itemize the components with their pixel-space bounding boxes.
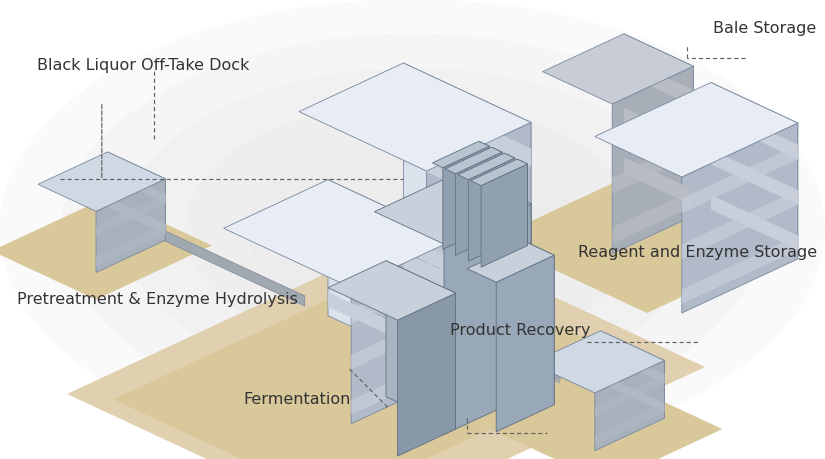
Polygon shape — [328, 247, 455, 321]
Polygon shape — [624, 59, 693, 107]
Polygon shape — [492, 148, 502, 234]
Polygon shape — [624, 108, 693, 157]
Polygon shape — [403, 198, 531, 275]
Polygon shape — [478, 142, 489, 228]
Text: Pretreatment & Enzyme Hydrolysis: Pretreatment & Enzyme Hydrolysis — [16, 291, 297, 307]
Polygon shape — [446, 148, 502, 174]
Polygon shape — [403, 253, 531, 330]
Polygon shape — [432, 142, 489, 168]
Polygon shape — [427, 312, 531, 378]
Polygon shape — [711, 196, 798, 251]
Polygon shape — [601, 374, 664, 413]
Polygon shape — [490, 375, 723, 459]
Polygon shape — [328, 292, 455, 366]
Polygon shape — [467, 242, 554, 283]
Polygon shape — [403, 90, 531, 167]
Ellipse shape — [61, 34, 762, 425]
Polygon shape — [403, 144, 531, 221]
Ellipse shape — [185, 103, 639, 356]
Polygon shape — [143, 221, 304, 307]
Polygon shape — [96, 179, 166, 273]
Polygon shape — [299, 64, 531, 172]
Polygon shape — [38, 152, 166, 212]
Polygon shape — [224, 180, 455, 288]
Polygon shape — [612, 67, 693, 254]
Polygon shape — [351, 240, 455, 424]
Polygon shape — [107, 198, 166, 235]
Polygon shape — [595, 361, 664, 451]
Polygon shape — [624, 35, 693, 216]
Polygon shape — [531, 362, 560, 377]
Polygon shape — [531, 365, 560, 381]
Polygon shape — [531, 331, 664, 393]
Text: Bale Storage: Bale Storage — [714, 21, 817, 36]
Polygon shape — [601, 345, 664, 384]
Polygon shape — [471, 160, 527, 186]
Polygon shape — [526, 242, 554, 405]
Polygon shape — [0, 197, 212, 300]
Polygon shape — [96, 225, 166, 267]
Polygon shape — [612, 141, 693, 194]
Polygon shape — [711, 150, 798, 205]
Polygon shape — [96, 194, 166, 236]
Polygon shape — [328, 180, 455, 375]
Polygon shape — [427, 149, 531, 215]
Polygon shape — [612, 91, 693, 145]
Polygon shape — [624, 158, 693, 207]
Polygon shape — [461, 172, 531, 394]
Polygon shape — [444, 204, 531, 435]
Polygon shape — [375, 172, 531, 245]
Text: Fermentation: Fermentation — [243, 391, 351, 406]
Polygon shape — [386, 261, 455, 429]
Polygon shape — [595, 403, 664, 445]
Polygon shape — [67, 233, 705, 459]
Polygon shape — [543, 35, 693, 105]
Polygon shape — [531, 360, 560, 381]
Polygon shape — [595, 375, 664, 416]
Polygon shape — [328, 261, 455, 320]
Polygon shape — [711, 105, 798, 160]
Polygon shape — [458, 154, 515, 180]
Polygon shape — [443, 147, 489, 250]
Polygon shape — [601, 331, 664, 419]
Ellipse shape — [123, 69, 700, 390]
Polygon shape — [351, 261, 455, 324]
Polygon shape — [681, 190, 798, 259]
Polygon shape — [711, 84, 798, 259]
Polygon shape — [681, 236, 798, 304]
Polygon shape — [595, 84, 798, 178]
Text: Product Recovery: Product Recovery — [450, 322, 590, 337]
Polygon shape — [681, 146, 798, 214]
Polygon shape — [504, 154, 515, 240]
Polygon shape — [481, 165, 527, 268]
Polygon shape — [107, 167, 166, 204]
Polygon shape — [113, 259, 635, 459]
Polygon shape — [490, 173, 792, 313]
Text: Reagent and Enzyme Storage: Reagent and Enzyme Storage — [578, 244, 817, 259]
Polygon shape — [328, 202, 455, 276]
Polygon shape — [469, 159, 515, 262]
Polygon shape — [517, 160, 527, 246]
Polygon shape — [107, 152, 166, 241]
Polygon shape — [427, 258, 531, 324]
Polygon shape — [403, 64, 531, 340]
Polygon shape — [351, 307, 455, 369]
Polygon shape — [351, 352, 455, 415]
Polygon shape — [455, 153, 502, 256]
Polygon shape — [427, 123, 531, 389]
Polygon shape — [496, 256, 554, 432]
Polygon shape — [427, 203, 531, 269]
Polygon shape — [612, 190, 693, 244]
Polygon shape — [681, 124, 798, 313]
Polygon shape — [398, 293, 455, 456]
Polygon shape — [531, 369, 560, 384]
Text: Black Liquor Off-Take Dock: Black Liquor Off-Take Dock — [37, 57, 249, 73]
